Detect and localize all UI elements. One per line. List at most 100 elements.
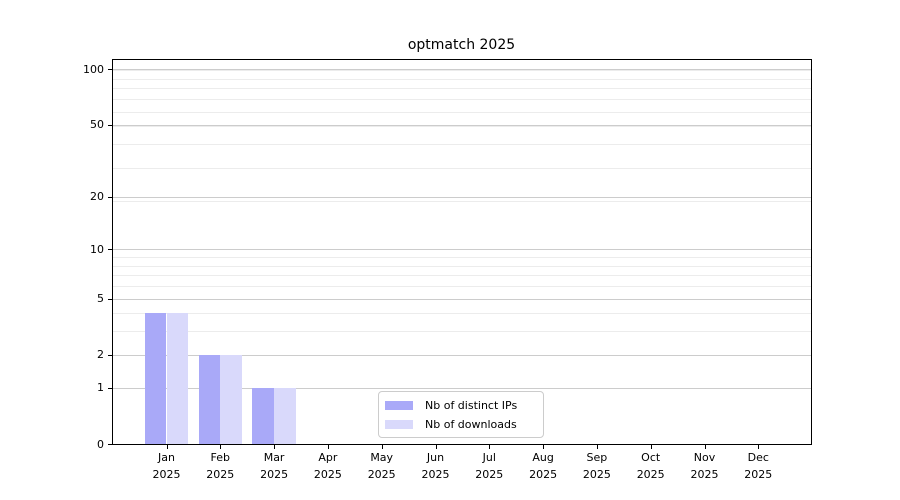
x-tick-label-year: 2025 bbox=[152, 468, 181, 481]
x-tick-label: Feb 2025 bbox=[190, 449, 250, 483]
x-tick-label: Jun 2025 bbox=[406, 449, 466, 483]
y-axis-tick bbox=[108, 249, 113, 251]
x-tick-label: Dec 2025 bbox=[728, 449, 788, 483]
x-tick-label-year: 2025 bbox=[313, 468, 342, 481]
bar-distinct-ips bbox=[198, 354, 221, 444]
x-tick-label-month: May bbox=[370, 451, 394, 464]
x-tick-label-month: Mar bbox=[263, 451, 285, 464]
x-tick-label-year: 2025 bbox=[690, 468, 719, 481]
gridline-major bbox=[113, 124, 811, 126]
x-axis-tick bbox=[274, 445, 276, 449]
legend-row-downloads: Nb of downloads bbox=[385, 415, 535, 434]
gridline-minor bbox=[113, 313, 811, 315]
x-tick-label: Oct 2025 bbox=[621, 449, 681, 483]
gridline-minor bbox=[113, 200, 811, 202]
x-tick-label: May 2025 bbox=[352, 449, 412, 483]
x-axis-tick bbox=[220, 445, 222, 449]
x-tick-label-year: 2025 bbox=[421, 468, 450, 481]
bar-downloads bbox=[274, 387, 296, 444]
x-axis-tick bbox=[435, 445, 437, 449]
x-tick-label: Aug 2025 bbox=[513, 449, 573, 483]
x-axis-tick bbox=[381, 445, 383, 449]
x-tick-label: Sep 2025 bbox=[567, 449, 627, 483]
x-axis-tick bbox=[758, 445, 760, 449]
x-tick-label-month: Dec bbox=[747, 451, 769, 464]
gridline-major bbox=[113, 69, 811, 71]
x-tick-label-month: Apr bbox=[318, 451, 338, 464]
x-tick-label-month: Feb bbox=[210, 451, 231, 464]
x-tick-label: Apr 2025 bbox=[298, 449, 358, 483]
bar-distinct-ips bbox=[252, 387, 275, 444]
y-axis-tick bbox=[108, 354, 113, 356]
y-axis-tick bbox=[108, 444, 113, 445]
gridline-minor bbox=[113, 331, 811, 333]
gridline-major bbox=[113, 249, 811, 251]
x-tick-label-month: Jun bbox=[426, 451, 445, 464]
x-tick-label: Nov 2025 bbox=[675, 449, 735, 483]
y-axis-tick bbox=[108, 124, 113, 126]
gridline-major bbox=[113, 298, 811, 300]
y-axis-tick bbox=[108, 196, 113, 198]
x-tick-label-year: 2025 bbox=[475, 468, 504, 481]
y-axis-tick bbox=[108, 387, 113, 389]
x-tick-label: Jul 2025 bbox=[459, 449, 519, 483]
x-axis-tick bbox=[327, 445, 329, 449]
gridline-minor bbox=[113, 265, 811, 267]
x-tick-label-year: 2025 bbox=[582, 468, 611, 481]
x-axis-tick bbox=[489, 445, 491, 449]
y-tick-label: 100 bbox=[83, 62, 104, 76]
gridline-minor bbox=[113, 286, 811, 287]
y-tick-label: 10 bbox=[90, 242, 104, 256]
x-axis-tick bbox=[166, 445, 168, 449]
x-tick-label-year: 2025 bbox=[367, 468, 396, 481]
plot-area bbox=[112, 59, 812, 445]
gridline-major bbox=[113, 354, 811, 356]
gridline-minor bbox=[113, 70, 811, 71]
gridline-minor bbox=[113, 275, 811, 277]
x-tick-label-year: 2025 bbox=[206, 468, 235, 481]
legend: Nb of distinct IPs Nb of downloads bbox=[378, 391, 544, 438]
x-axis-tick bbox=[650, 445, 652, 449]
legend-swatch-downloads bbox=[385, 420, 413, 429]
y-tick-label: 5 bbox=[97, 292, 104, 305]
gridline-minor bbox=[113, 257, 811, 258]
legend-swatch-distinct-ips bbox=[385, 401, 413, 410]
x-tick-label-year: 2025 bbox=[260, 468, 289, 481]
x-tick-label-month: Oct bbox=[641, 451, 661, 464]
x-tick-label-month: Jan bbox=[158, 451, 175, 464]
x-tick-label-year: 2025 bbox=[529, 468, 558, 481]
x-axis-tick bbox=[596, 445, 598, 449]
y-tick-label: 50 bbox=[90, 118, 104, 132]
x-axis-tick bbox=[704, 445, 706, 449]
y-axis-tick bbox=[108, 298, 113, 300]
gridline-minor bbox=[113, 126, 811, 128]
gridline-minor bbox=[113, 88, 811, 90]
x-tick-label: Jan 2025 bbox=[137, 449, 197, 483]
legend-label-downloads: Nb of downloads bbox=[425, 418, 517, 431]
gridline-minor bbox=[113, 99, 811, 100]
bar-downloads bbox=[220, 354, 242, 444]
x-tick-label-year: 2025 bbox=[744, 468, 773, 481]
bar-downloads bbox=[166, 313, 189, 444]
bar-distinct-ips bbox=[144, 313, 167, 444]
y-tick-label: 0 bbox=[97, 437, 104, 451]
x-tick-label-month: Jul bbox=[482, 451, 496, 464]
chart-title: optmatch 2025 bbox=[407, 37, 516, 53]
y-tick-label: 20 bbox=[90, 190, 104, 204]
gridline-major bbox=[113, 387, 811, 389]
x-tick-label-month: Aug bbox=[532, 451, 554, 464]
y-tick-label: 1 bbox=[97, 381, 104, 395]
gridline-minor bbox=[113, 78, 811, 80]
gridline-major bbox=[113, 196, 811, 198]
y-axis-tick bbox=[108, 69, 113, 71]
x-tick-label-year: 2025 bbox=[636, 468, 665, 481]
x-tick-label-month: Nov bbox=[693, 451, 716, 464]
legend-label-distinct-ips: Nb of distinct IPs bbox=[425, 399, 518, 412]
gridline-minor bbox=[113, 144, 811, 146]
x-tick-label: Mar 2025 bbox=[244, 449, 304, 483]
gridline-minor bbox=[113, 167, 811, 169]
x-axis-tick bbox=[543, 445, 545, 449]
gridline-minor bbox=[113, 111, 811, 113]
x-tick-label-month: Sep bbox=[586, 451, 608, 464]
